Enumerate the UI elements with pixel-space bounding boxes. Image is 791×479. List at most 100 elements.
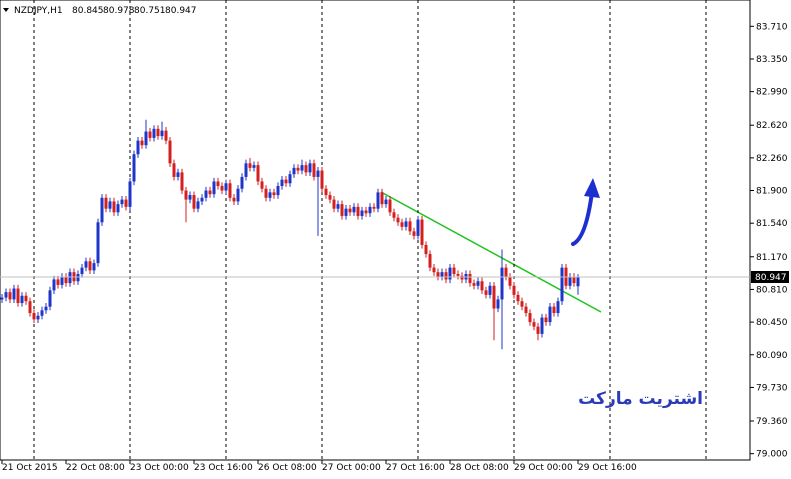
candle-body <box>204 190 208 198</box>
y-tick-label: 79.000 <box>756 450 788 460</box>
candle-body <box>260 181 264 189</box>
x-tick-label: 29 Oct 16:00 <box>578 463 637 473</box>
x-tick-label: 29 Oct 00:00 <box>514 463 573 473</box>
candle-body <box>220 185 224 191</box>
candle-body <box>320 170 324 189</box>
candle-body <box>252 165 256 168</box>
y-tick-label: 80.090 <box>756 351 788 361</box>
x-tick-label: 23 Oct 00:00 <box>130 463 189 473</box>
candle-body <box>164 130 168 141</box>
candle-body <box>176 172 180 177</box>
candle-body <box>156 128 160 137</box>
y-tick-label: 83.710 <box>756 22 788 32</box>
candle-body <box>508 276 512 286</box>
y-tick-label: 82.260 <box>756 154 788 164</box>
candle-body <box>8 292 12 300</box>
current-price-label: 80.947 <box>755 273 787 283</box>
candle-body <box>452 267 456 275</box>
y-tick-label: 81.900 <box>756 187 788 197</box>
y-tick-label: 80.450 <box>756 318 788 328</box>
candle-body <box>416 219 420 236</box>
header-open: 80.845 <box>72 6 104 16</box>
candle-body <box>548 306 552 323</box>
candle-body <box>556 301 560 314</box>
candle-body <box>112 201 116 213</box>
plot-frame <box>0 0 751 461</box>
candle-body <box>344 208 348 216</box>
x-tick-label: 26 Oct 08:00 <box>258 463 317 473</box>
annotation: اشتريت ماركت <box>578 389 703 409</box>
y-tick-label: 81.170 <box>756 253 788 263</box>
candle-body <box>544 317 548 323</box>
candle-body <box>192 195 196 209</box>
candle-body <box>516 294 520 302</box>
candle-body <box>384 199 388 205</box>
candle-body <box>368 206 372 214</box>
candle-body <box>460 275 464 280</box>
candle-body <box>376 192 380 209</box>
candle-body <box>572 276 576 284</box>
candle-body <box>236 188 240 202</box>
candle-body <box>160 130 164 137</box>
x-tick-label: 27 Oct 00:00 <box>322 463 381 473</box>
buy-arrow <box>571 190 594 246</box>
candle-body <box>64 276 68 284</box>
candle-body <box>60 276 64 285</box>
candle-body <box>372 206 376 209</box>
candle-body <box>284 179 288 184</box>
candle-body <box>20 295 24 304</box>
candle-body <box>288 174 292 184</box>
candle-body <box>84 261 88 268</box>
candle-body <box>152 128 156 138</box>
x-tick-label: 23 Oct 16:00 <box>194 463 253 473</box>
candle-body <box>436 272 440 277</box>
candle-body <box>24 295 28 302</box>
candle-body <box>240 176 244 189</box>
candle-body <box>480 281 484 291</box>
candle-body <box>68 272 72 284</box>
candle-body <box>528 313 532 323</box>
candle-body <box>248 163 252 168</box>
candle-body <box>200 197 204 202</box>
candle-body <box>212 181 216 195</box>
candle-body <box>52 279 56 291</box>
candle-body <box>76 274 80 282</box>
header-low: 80.751 <box>134 6 166 16</box>
x-tick-label: 22 Oct 08:00 <box>66 463 125 473</box>
candle-body <box>28 301 32 314</box>
candle-body <box>356 206 360 216</box>
candle-body <box>148 131 152 138</box>
x-tick-label: 27 Oct 16:00 <box>386 463 445 473</box>
candle-body <box>396 217 400 223</box>
candle-body <box>280 179 284 186</box>
candle-body <box>576 276 580 287</box>
candle-body <box>0 297 4 300</box>
candle-body <box>456 274 460 276</box>
candle-body <box>536 326 540 334</box>
candle-body <box>524 306 528 314</box>
candle-body <box>404 221 408 227</box>
candle-body <box>492 285 496 309</box>
candle-body <box>420 219 424 245</box>
candle-body <box>132 154 136 182</box>
candle-body <box>244 163 248 177</box>
candle-body <box>216 181 220 186</box>
candle-body <box>444 272 448 280</box>
y-tick-label: 79.730 <box>756 383 788 393</box>
candle-body <box>568 276 572 286</box>
buy-arrow-head <box>584 178 600 198</box>
candle-body <box>108 201 112 209</box>
y-tick-label: 81.540 <box>756 219 788 229</box>
candle-body <box>540 317 544 334</box>
y-tick-label: 83.350 <box>756 55 788 65</box>
candle-body <box>360 210 364 216</box>
candle-body <box>348 208 352 213</box>
candle-body <box>256 165 260 182</box>
candle-body <box>488 285 492 295</box>
candle-body <box>16 288 20 304</box>
candle-body <box>224 183 228 191</box>
candle-body <box>560 267 564 302</box>
candle-body <box>512 285 516 295</box>
candle-body <box>292 167 296 175</box>
